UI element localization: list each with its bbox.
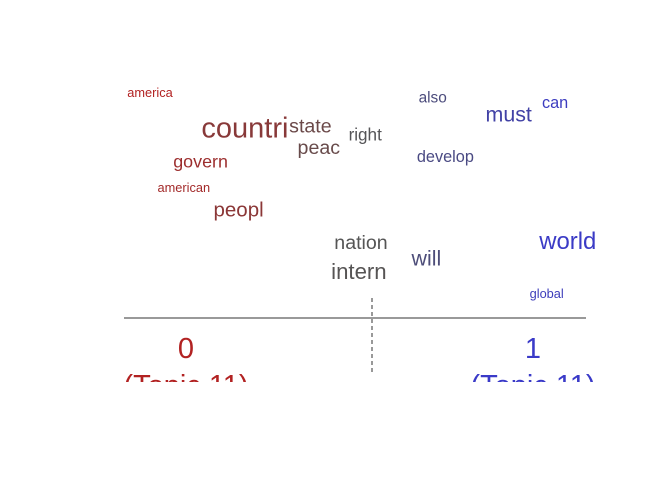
word-label-right: right [349,126,383,145]
word-label-develop: develop [417,148,474,166]
word-label-global: global [530,286,564,301]
word-label-nation: nation [334,232,387,254]
left-tick-label: 0 [178,333,194,365]
word-label-peopl: peopl [214,199,264,222]
word-label-american: american [157,180,210,195]
word-label-world: world [538,228,596,255]
word-label-peac: peac [298,137,341,159]
word-label-can: can [542,94,568,112]
word-label-countri: countri [201,113,288,145]
word-label-must: must [486,102,532,126]
word-label-also: also [419,89,447,106]
word-label-will: will [411,246,442,270]
right-tick-label: 1 [525,333,541,365]
right-topic-label: (Topic 11) [470,370,595,402]
word-label-govern: govern [173,152,228,172]
word-label-intern: intern [331,259,387,284]
word-label-state: state [289,115,332,137]
left-topic-label: (Topic 11) [123,370,248,402]
word-label-america: america [127,85,173,100]
